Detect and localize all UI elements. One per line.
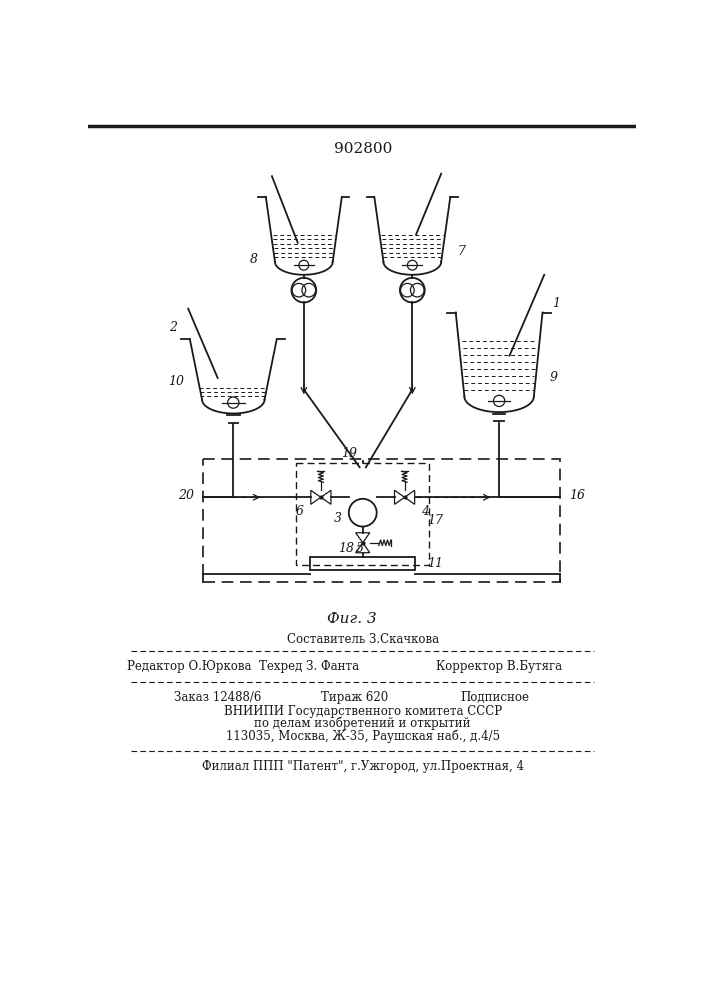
Polygon shape (356, 543, 370, 553)
Text: 5: 5 (356, 542, 363, 555)
Text: 2: 2 (169, 321, 177, 334)
Text: Заказ 12488/6: Заказ 12488/6 (174, 691, 261, 704)
Text: 20: 20 (178, 489, 194, 502)
Polygon shape (311, 490, 321, 504)
Text: по делам изобретений и открытий: по делам изобретений и открытий (255, 717, 471, 730)
Polygon shape (356, 533, 370, 543)
Text: 6: 6 (296, 505, 303, 518)
Text: 3: 3 (334, 512, 342, 525)
Text: Тираж 620: Тираж 620 (321, 691, 388, 704)
Text: 902800: 902800 (334, 142, 392, 156)
Text: Филиал ППП "Патент", г.Ужгород, ул.Проектная, 4: Филиал ППП "Патент", г.Ужгород, ул.Проек… (201, 760, 524, 773)
Text: ВНИИПИ Государственного комитета СССР: ВНИИПИ Государственного комитета СССР (223, 705, 502, 718)
Text: 113035, Москва, Ж-35, Раушская наб., д.4/5: 113035, Москва, Ж-35, Раушская наб., д.4… (226, 729, 500, 743)
Text: Подписное: Подписное (460, 691, 530, 704)
Text: 11: 11 (427, 557, 443, 570)
Polygon shape (321, 490, 331, 504)
Text: 9: 9 (549, 371, 557, 384)
Text: 17: 17 (428, 514, 443, 527)
Polygon shape (395, 490, 404, 504)
Text: Фиг. 3: Фиг. 3 (327, 612, 377, 626)
Text: Составитель З.Скачкова: Составитель З.Скачкова (286, 633, 439, 646)
Text: Корректор В.Бутяга: Корректор В.Бутяга (436, 660, 562, 673)
Text: 18: 18 (338, 542, 354, 555)
Text: 8: 8 (250, 253, 257, 266)
Text: 4: 4 (421, 505, 428, 518)
Text: Редактор О.Юркова  Техред З. Фанта: Редактор О.Юркова Техред З. Фанта (127, 660, 359, 673)
Text: 10: 10 (168, 375, 184, 388)
Text: 19: 19 (341, 447, 357, 460)
Text: 16: 16 (568, 489, 585, 502)
Text: 7: 7 (457, 245, 465, 258)
Text: 1: 1 (552, 297, 561, 310)
Polygon shape (404, 490, 414, 504)
Bar (310, 557, 416, 570)
